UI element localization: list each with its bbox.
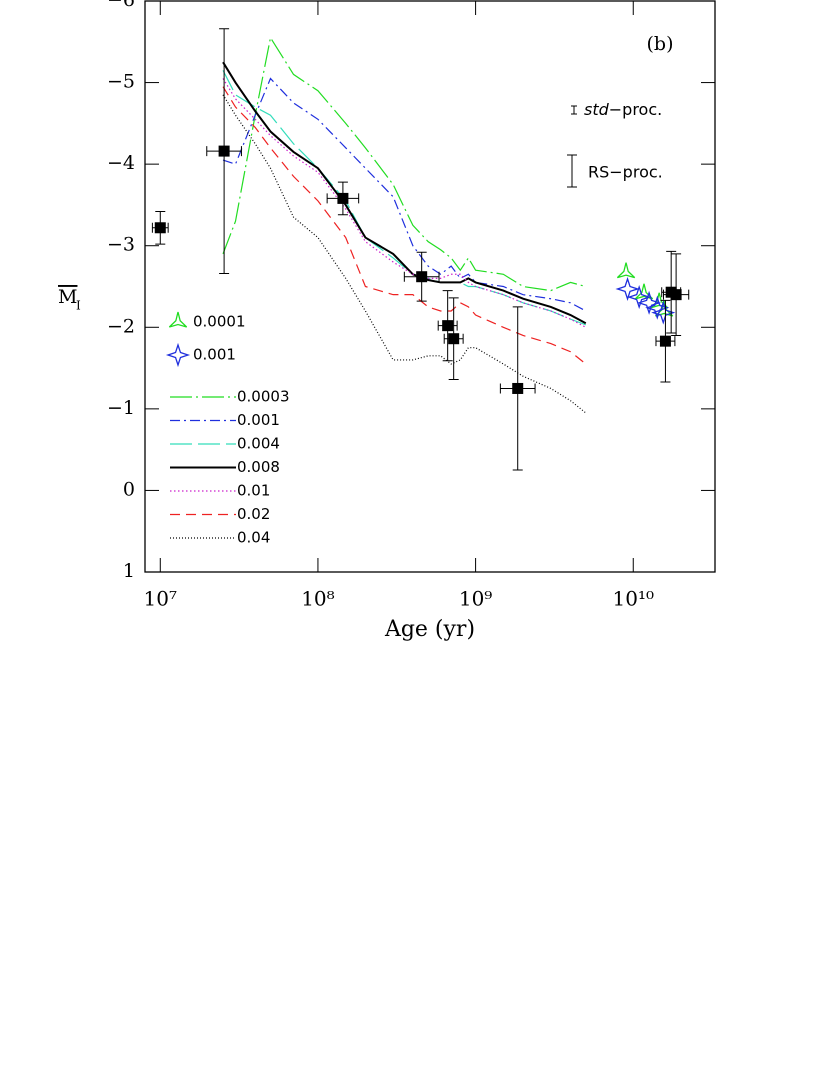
data-point	[337, 192, 349, 204]
y-tick-label: 1	[123, 560, 135, 582]
legend-label: 0.004	[237, 435, 280, 453]
series-line	[222, 94, 587, 414]
legend-label: 0.02	[237, 505, 270, 523]
errorbar-legend: std−proc. RS−proc.	[567, 100, 663, 188]
y-tick-label: 0	[123, 478, 135, 500]
legend-label: −proc.	[609, 100, 662, 119]
legend-label: 0.0001	[193, 313, 246, 331]
data-point	[154, 222, 166, 234]
star-marker	[615, 276, 640, 302]
y-tick-label: −1	[107, 397, 135, 419]
x-axis-label: Age (yr)	[384, 617, 475, 642]
legend-swatch	[168, 311, 188, 328]
data-point	[448, 333, 460, 345]
annotation: (b)	[647, 33, 674, 55]
series-line	[222, 61, 587, 325]
y-axis-label-sub: I	[76, 299, 81, 313]
y-tick-label: −6	[107, 0, 135, 11]
legend-label: 0.001	[193, 346, 236, 364]
series-line	[222, 78, 587, 328]
series-line	[222, 86, 587, 365]
star-marker	[651, 300, 676, 325]
x-tick-label: 10⁹	[459, 587, 492, 611]
star-marker	[636, 290, 662, 315]
series-line	[222, 70, 587, 326]
legend-label: std	[584, 100, 610, 119]
series-line	[222, 36, 586, 292]
star-marker	[634, 283, 654, 300]
y-axis-label: M	[58, 286, 77, 308]
x-tick-label: 10⁸	[301, 587, 334, 611]
legend-label: 0.008	[237, 458, 280, 476]
series-line	[222, 77, 587, 312]
legend-label: 0.04	[237, 529, 270, 547]
x-tick-label: 10¹⁰	[613, 587, 654, 611]
y-tick-label: −5	[107, 71, 135, 93]
legend-label: std−proc.	[584, 100, 662, 119]
y-tick-label: −4	[107, 152, 135, 174]
legend-swatch	[165, 342, 191, 368]
data-point	[442, 320, 454, 332]
data-point	[218, 145, 230, 157]
data-point	[416, 271, 428, 283]
legend-label: 0.001	[237, 411, 280, 429]
star-marker	[627, 285, 652, 310]
data-point	[670, 289, 682, 301]
y-tick-label: −3	[107, 234, 135, 256]
star-marker	[616, 262, 636, 279]
legend-label: RS−proc.	[588, 163, 663, 182]
data-point	[659, 335, 671, 347]
legend-label: 0.01	[237, 482, 270, 500]
x-tick-label: 10⁷	[144, 587, 177, 611]
legend-label: 0.0003	[237, 388, 290, 406]
y-tick-label: −2	[107, 315, 135, 337]
data-point	[512, 382, 524, 394]
plot-frame	[144, 0, 716, 573]
